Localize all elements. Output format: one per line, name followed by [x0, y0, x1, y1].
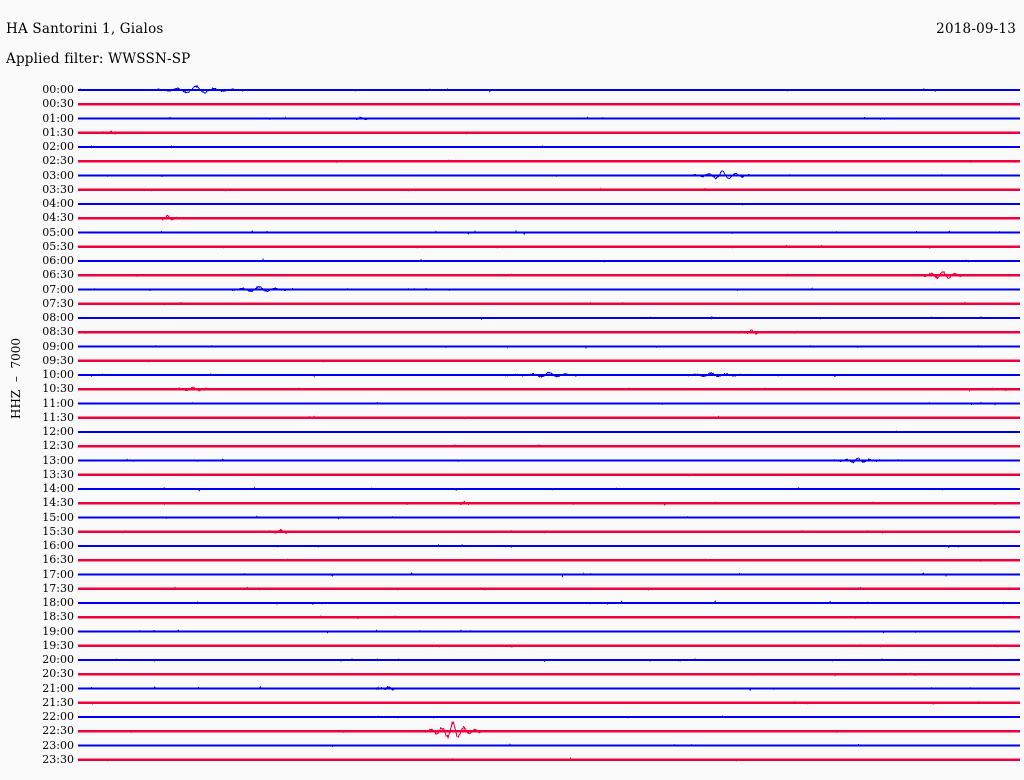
- time-label: 08:00: [42, 311, 74, 324]
- time-label: 08:30: [42, 325, 74, 339]
- seismogram-trace: [77, 720, 1021, 740]
- time-label: 07:00: [42, 282, 74, 296]
- time-label: 00:00: [42, 83, 74, 96]
- date-label: 2018-09-13: [936, 21, 1016, 37]
- time-label: 23:30: [42, 752, 74, 766]
- time-label: 18:00: [42, 596, 74, 609]
- time-label: 11:00: [42, 396, 74, 410]
- time-label: 14:30: [42, 496, 74, 510]
- time-label: 02:30: [42, 154, 74, 168]
- time-label: 20:00: [42, 653, 74, 666]
- time-label: 21:30: [42, 695, 74, 709]
- time-label: 15:30: [42, 524, 74, 538]
- time-label: 00:30: [42, 97, 74, 111]
- time-label: 05:00: [42, 225, 74, 239]
- time-label: 04:30: [42, 211, 74, 225]
- page-title: HA Santorini 1, Gialos: [6, 21, 164, 37]
- time-label: 22:30: [42, 724, 74, 738]
- time-label: 19:30: [42, 638, 74, 652]
- time-label: 17:00: [42, 567, 74, 581]
- time-label: 06:30: [42, 268, 74, 282]
- time-label: 12:30: [42, 439, 74, 453]
- time-label: 10:30: [42, 382, 74, 396]
- time-label: 16:30: [42, 553, 74, 567]
- time-label: 09:30: [42, 353, 74, 367]
- time-label: 18:30: [42, 610, 74, 624]
- time-label: 06:00: [42, 254, 74, 267]
- time-label: 09:00: [42, 339, 74, 353]
- applied-filter-label: Applied filter: WWSSN-SP: [6, 51, 191, 67]
- time-label: 11:30: [42, 410, 74, 424]
- time-label: 03:00: [42, 168, 74, 182]
- time-label: 07:30: [42, 296, 74, 310]
- time-label: 20:30: [42, 667, 74, 681]
- time-label: 22:00: [42, 710, 74, 723]
- time-label: 03:30: [42, 182, 74, 196]
- time-label: 21:00: [42, 681, 74, 695]
- time-label: 17:30: [42, 581, 74, 595]
- time-label: 13:30: [42, 467, 74, 481]
- time-label: 05:30: [42, 239, 74, 253]
- time-label: 01:00: [42, 111, 74, 125]
- time-label: 19:00: [42, 624, 74, 638]
- time-label: 14:00: [42, 482, 74, 495]
- time-label: 13:00: [42, 453, 74, 467]
- time-label: 23:00: [42, 738, 74, 752]
- time-label: 10:00: [42, 368, 74, 381]
- time-label: 12:00: [42, 425, 74, 438]
- time-label: 16:00: [42, 539, 74, 552]
- time-label: 15:00: [42, 510, 74, 524]
- time-axis-labels: 00:00 00:30 01:00 01:30 02:00 02:30 03:00 03:30…: [0, 0, 74, 780]
- time-label: 01:30: [42, 125, 74, 139]
- time-label: 02:00: [42, 140, 74, 153]
- time-label: 04:00: [42, 197, 74, 210]
